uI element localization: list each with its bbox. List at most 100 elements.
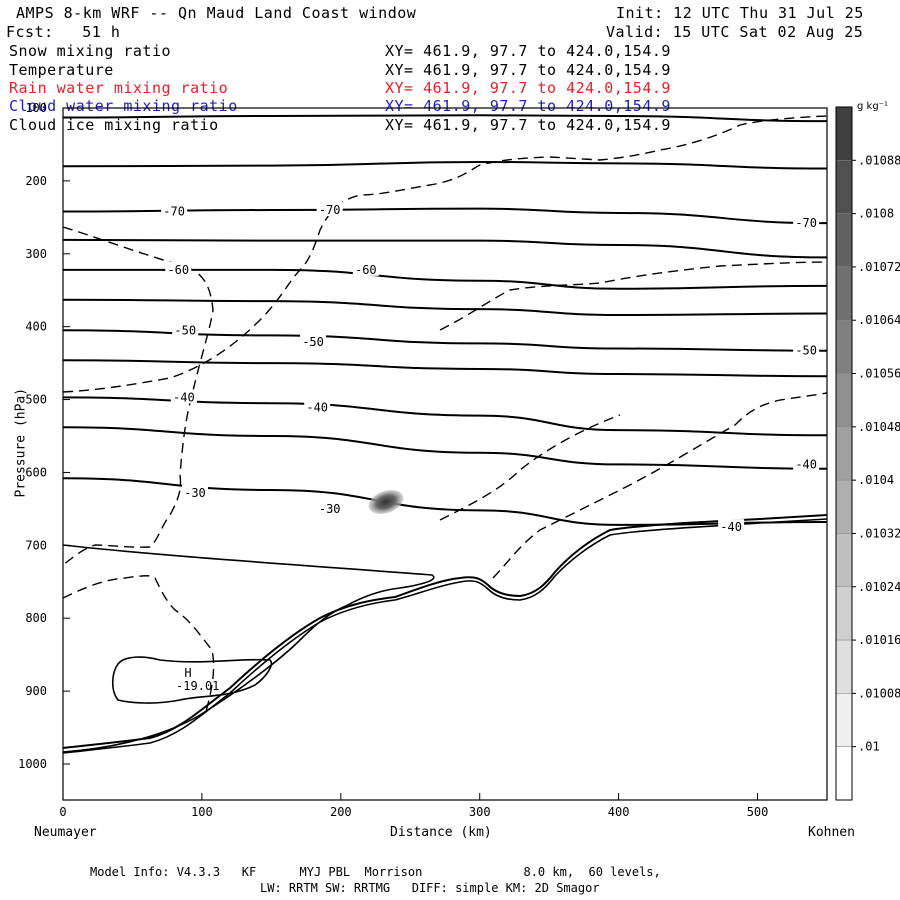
contour-label-bg [316, 500, 343, 515]
x-right-station: Kohnen [808, 825, 855, 840]
contour-label: -50 [795, 344, 817, 358]
colorbar-label: .01 [858, 740, 880, 754]
y-axis-label: Pressure (hPa) [13, 387, 29, 498]
legend-cloud-ice-name: Cloud ice mixing ratio [9, 116, 219, 134]
plot-area: -70 -70 -70 -60 -60 -50 -50 -50 -40 -40 -40 -40 -30 -… [63, 114, 827, 754]
contour-label: -40 [795, 457, 817, 471]
colorbar-bin [835, 213, 853, 268]
isotherm-line [63, 114, 827, 123]
y-tick-label: 400 [25, 320, 47, 334]
model-physics: LW: RRTM SW: RRTMG DIFF: simple KM: 2D S… [260, 881, 600, 895]
snow-contour-upper [439, 261, 827, 331]
high-label: H [184, 666, 191, 680]
temperature-contour-low [63, 544, 435, 753]
init-time: Init: 12 UTC Thu 31 Jul 25 [616, 4, 864, 22]
y-tick-label: 600 [25, 465, 47, 479]
contour-label-bg [793, 456, 820, 471]
x-left-station: Neumayer [34, 825, 97, 840]
contour-label: -30 [319, 502, 341, 516]
contour-label-bg [316, 202, 343, 217]
legend-temperature-name: Temperature [9, 61, 114, 79]
colorbar-frame [835, 106, 853, 801]
contour-label-bg [165, 261, 192, 276]
legend-snow-name: Snow mixing ratio [9, 42, 172, 60]
legend-temperature-xy: XY= 461.9, 97.7 to 424.0,154.9 [385, 61, 671, 79]
isotherm-line [63, 160, 827, 170]
contour-label-bg [304, 399, 331, 414]
y-axis-ticks: 100 200 300 400 500 600 700 800 900 1000 [18, 101, 70, 771]
colorbar-label: .01032 [858, 526, 900, 540]
contour-label: -70 [319, 203, 341, 217]
legend-cloud-water-xy: XY= 461.9, 97.7 to 424.0,154.9 [385, 97, 671, 115]
contour-label: -50 [302, 335, 324, 349]
contour-label-bg [181, 484, 208, 499]
colorbar-label: .01024 [858, 580, 900, 594]
colorbar-label: .01064 [858, 313, 900, 327]
x-axis-ticks: 0 100 200 300 400 500 [59, 793, 768, 819]
colorbar-label: .01088 [858, 153, 900, 167]
colorbar-label: .0104 [858, 473, 894, 487]
colorbar-label: .0108 [858, 207, 894, 221]
colorbar-bin [835, 160, 853, 214]
contour-label: -40 [720, 520, 742, 534]
chart-title: AMPS 8-km WRF -- Qn Maud Land Coast wind… [16, 4, 417, 22]
model-info: Model Info: V4.3.3 KF MYJ PBL Morrison 8… [90, 865, 661, 879]
isotherm-line [63, 426, 827, 470]
colorbar-bin [835, 746, 853, 801]
legend-rain-name: Rain water mixing ratio [9, 79, 229, 97]
colorbar-bin [835, 373, 853, 428]
colorbar-label: .01048 [858, 420, 900, 434]
contour-label: -60 [167, 263, 189, 277]
contour-label: -60 [355, 263, 377, 277]
terrain-outline-lower [63, 518, 827, 754]
y-tick-label: 900 [25, 684, 47, 698]
colorbar: .01088 .0108 .01072 .01064 .01056 .01048 .0104… [835, 106, 900, 801]
colorbar-label: .01016 [858, 633, 900, 647]
cloud-ice-blob [368, 489, 404, 515]
legend-snow-xy: XY= 461.9, 97.7 to 424.0,154.9 [385, 42, 671, 60]
colorbar-bin [835, 266, 853, 321]
valid-time: Valid: 15 UTC Sat 02 Aug 25 [606, 23, 864, 41]
high-pressure-contour [111, 656, 273, 704]
y-tick-label: 800 [25, 611, 47, 625]
y-tick-label: 300 [25, 247, 47, 261]
contour-label-bg [793, 342, 820, 357]
isotherm-line [63, 238, 827, 259]
y-tick-label: 100 [25, 101, 47, 115]
x-tick-label: 400 [608, 805, 630, 819]
x-tick-label: 100 [191, 805, 213, 819]
forecast-hour: Fcst: 51 h [6, 23, 121, 41]
colorbar-label: .01056 [858, 367, 900, 381]
contour-label: -50 [174, 323, 196, 337]
contour-label: -40 [306, 401, 328, 415]
contour-label-bg [170, 389, 197, 404]
colorbar-bin [835, 693, 853, 747]
colorbar-bin [835, 319, 853, 374]
x-axis-label: Distance (km) [390, 825, 492, 840]
high-value: -19.01 [176, 679, 219, 693]
y-tick-label: 500 [25, 393, 47, 407]
y-tick-label: 200 [25, 174, 47, 188]
snow-mixing-ratio-contour [63, 115, 827, 716]
legend-cloud-water-name: Cloud water mixing ratio [9, 97, 238, 115]
x-tick-label: 0 [59, 805, 66, 819]
contour-label: -70 [163, 205, 185, 219]
y-tick-label: 1000 [18, 757, 47, 771]
contour-label-bg [352, 261, 379, 276]
isotherm-line [63, 298, 827, 317]
legend-rain-xy: XY= 461.9, 97.7 to 424.0,154.9 [385, 79, 671, 97]
colorbar-bin [835, 426, 853, 481]
y-tick-label: 700 [25, 538, 47, 552]
contour-label: -30 [184, 486, 206, 500]
contour-labels: -70 -70 -70 -60 -60 -50 -50 -50 -40 -40 -40 -40 -30 -… [161, 202, 820, 693]
colorbar-label: .01008 [858, 686, 900, 700]
legend-cloud-ice-xy: XY= 461.9, 97.7 to 424.0,154.9 [385, 116, 671, 134]
colorbar-bin [835, 533, 853, 588]
colorbar-bin [835, 586, 853, 641]
contour-label-bg [793, 215, 820, 230]
isotherm-line [63, 359, 827, 378]
temperature-isotherms [63, 114, 827, 526]
contour-label-bg [718, 519, 745, 534]
colorbar-unit: g kg⁻¹ [857, 101, 888, 112]
